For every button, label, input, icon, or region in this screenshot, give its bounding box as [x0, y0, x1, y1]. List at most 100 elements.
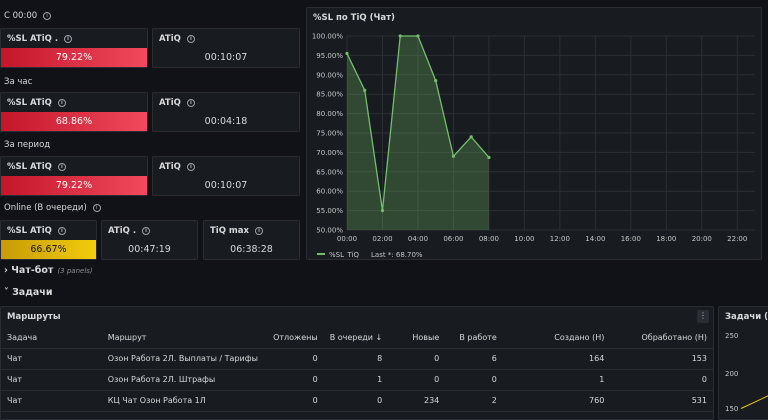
table-cell: 0	[263, 348, 324, 370]
col-created[interactable]: Создано (Н)	[502, 327, 611, 349]
table-cell: 6	[445, 348, 503, 370]
table-cell: 234	[388, 390, 446, 412]
routes-title: Маршруты	[7, 312, 61, 322]
data-point	[345, 51, 349, 56]
table-cell: 0	[610, 369, 713, 391]
data-point	[363, 88, 367, 92]
table-cell: КЦ Чат Озон Работа 1Л	[101, 390, 264, 412]
atiq-hour-panel: ATiQ i 00:04:18	[152, 92, 300, 132]
stat-value: 79.22%	[1, 176, 147, 195]
table-cell: Чат	[1, 369, 102, 391]
info-icon[interactable]: i	[92, 204, 101, 212]
table-cell: 1	[323, 369, 389, 391]
data-point	[434, 79, 438, 83]
sl-atiq-online-panel: %SL ATiQ i 66.67%	[0, 220, 97, 260]
table-cell: 531	[610, 390, 713, 412]
chevron-right-icon: ›	[4, 265, 8, 276]
tick-label: 200	[725, 370, 739, 378]
table-cell: 164	[502, 348, 611, 370]
section-since-midnight: С 00:00 i	[4, 11, 52, 21]
tasks-chart-panel: Задачи (Чат 250 200 150	[718, 306, 768, 420]
x-tick-label: 12:00	[550, 235, 570, 243]
stat-value: 06:38:28	[230, 244, 273, 255]
table-row[interactable]: Чат Озон Работа 2Л. Выплаты / Тарифы 0 8 0 6 1…	[1, 348, 713, 370]
sl-tiq-chart: 100.00% 95.00% 90.00% 85.00% 80.00% 75.00% 70.…	[312, 33, 755, 258]
stat-value: 00:47:19	[128, 244, 171, 255]
row-tasks[interactable]: ˅ Задачи	[4, 287, 53, 298]
table-cell: 8	[323, 348, 389, 370]
stat-value: 00:10:07	[204, 52, 248, 63]
y-tick-label: 95.00%	[316, 52, 343, 60]
table-cell: 2	[445, 390, 503, 412]
table-cell: Озон Работа 2Л. Выплаты / Тарифы	[101, 348, 264, 370]
y-tick-label: 85.00%	[316, 91, 343, 99]
table-cell: 0	[388, 369, 446, 391]
x-tick-label: 08:00	[479, 235, 499, 243]
x-tick-label: 22:00	[727, 235, 747, 243]
x-tick-label: 00:00	[337, 235, 357, 243]
legend-label: %SL_TiQ	[329, 251, 360, 258]
info-icon[interactable]: i	[186, 35, 195, 43]
info-icon[interactable]: i	[57, 163, 66, 171]
x-tick-label: 02:00	[372, 235, 392, 243]
info-icon[interactable]: i	[254, 227, 263, 235]
table-cell: 760	[502, 390, 611, 412]
routes-panel: Маршруты ⋮ Задача Маршрут Отложены В оче…	[0, 306, 714, 420]
tasks-chart-title: Задачи (Чат	[725, 312, 768, 322]
col-in-queue[interactable]: В очереди ↓	[323, 327, 389, 349]
info-icon[interactable]: i	[43, 12, 52, 20]
row-chatbot[interactable]: › Чат-бот (3 panels)	[4, 265, 93, 276]
section-per-hour: За час	[4, 77, 33, 87]
table-row[interactable]: Чат Озон Работа 2Л. Штрафы 0 1 0 0 1 0	[1, 369, 713, 391]
atiq-online-panel: ATiQ .i 00:47:19	[101, 220, 198, 260]
info-icon[interactable]: i	[64, 35, 73, 43]
col-task[interactable]: Задача	[1, 327, 102, 349]
col-processed[interactable]: Обработано (Н)	[610, 327, 713, 349]
chart-title: %SL по TiQ (Чат)	[313, 13, 395, 23]
table-cell: 0	[263, 390, 324, 412]
data-point	[487, 155, 491, 160]
data-point	[398, 34, 402, 38]
info-icon[interactable]: i	[57, 99, 66, 107]
data-point	[469, 135, 473, 139]
sl-atiq-since-midnight-panel: %SL ATiQ .i 79.22%	[0, 28, 148, 68]
data-point	[416, 34, 420, 38]
x-tick-label: 10:00	[514, 235, 534, 243]
data-point	[451, 154, 456, 158]
x-tick-label: 20:00	[692, 235, 712, 243]
x-tick-label: 18:00	[656, 235, 676, 243]
y-tick-label: 60.00%	[316, 188, 343, 196]
y-tick-label: 70.00%	[316, 149, 343, 157]
x-tick-label: 14:00	[585, 235, 605, 243]
col-in-work[interactable]: В работе	[445, 327, 503, 349]
panel-menu-icon[interactable]: ⋮	[697, 310, 709, 323]
col-postponed[interactable]: Отложены	[263, 327, 324, 349]
tiq-max-online-panel: TiQ max i 06:38:28	[203, 220, 300, 260]
info-icon[interactable]: i	[186, 99, 195, 107]
table-cell: Чат	[1, 348, 102, 370]
y-tick-label: 50.00%	[316, 227, 343, 235]
atiq-period-panel: ATiQ i 00:10:07	[152, 156, 300, 196]
y-tick-label: 55.00%	[316, 207, 343, 215]
y-tick-label: 75.00%	[316, 130, 343, 138]
tick-label: 250	[725, 332, 739, 340]
info-icon[interactable]: i	[142, 227, 151, 235]
sl-atiq-hour-panel: %SL ATiQ i 68.86%	[0, 92, 148, 132]
y-tick-label: 90.00%	[316, 71, 343, 79]
y-tick-label: 65.00%	[316, 168, 343, 176]
info-icon[interactable]: i	[186, 163, 195, 171]
x-tick-label: 16:00	[621, 235, 641, 243]
table-cell: Чат	[1, 390, 102, 412]
table-cell: 1	[502, 369, 611, 391]
sl-tiq-chart-panel: %SL по TiQ (Чат) 100.00% 95.00% 90.00% 85.0…	[306, 7, 762, 260]
stat-value: 00:04:18	[204, 116, 248, 127]
col-new[interactable]: Новые	[388, 327, 446, 349]
stat-value: 79.22%	[1, 48, 147, 67]
info-icon[interactable]: i	[57, 227, 66, 235]
stat-value: 68.86%	[1, 112, 147, 131]
data-point	[380, 209, 385, 213]
atiq-since-midnight-panel: ATiQ i 00:10:07	[152, 28, 300, 68]
table-row[interactable]: Чат КЦ Чат Озон Работа 1Л 0 0 234 2 760 531	[1, 390, 713, 412]
col-route[interactable]: Маршрут	[101, 327, 264, 349]
table-cell: 0	[263, 369, 324, 391]
